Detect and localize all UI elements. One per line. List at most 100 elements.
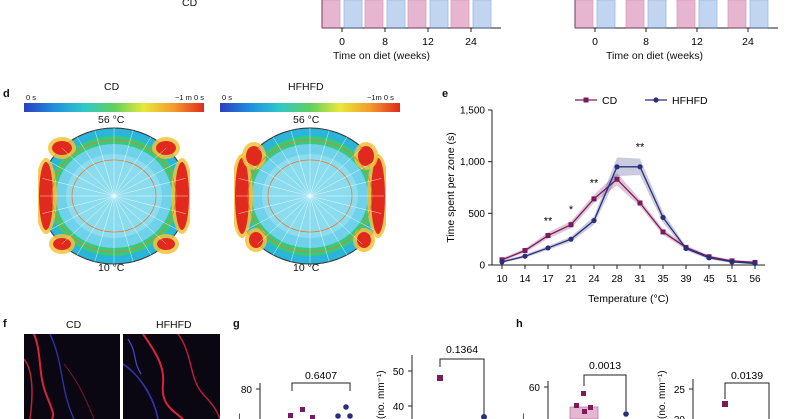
top-bar-hfhfd xyxy=(429,0,449,29)
map-cd-colorscale xyxy=(24,103,204,112)
e-xtick-label: 51 xyxy=(726,274,738,285)
e-data-point xyxy=(683,245,689,252)
heatmap-spoke xyxy=(309,195,348,256)
heatmap-spoke xyxy=(309,130,330,197)
e-data-point xyxy=(522,248,528,254)
heatmap-spoke xyxy=(272,136,311,197)
micrograph-cd xyxy=(24,334,120,419)
heatmap-spoke xyxy=(309,195,382,214)
map-cd-top-temp: 56 °C xyxy=(98,114,125,126)
heatmap-spoke xyxy=(290,195,311,262)
top-bar-hfhfd xyxy=(386,0,406,29)
top-left-xlabel: Time on diet (weeks) xyxy=(333,50,431,62)
g-right-ylabel: (no. mm⁻¹) xyxy=(376,370,387,419)
panel-d-label: d xyxy=(3,88,10,100)
top-bar-hfhfd xyxy=(472,0,492,29)
h-left-point xyxy=(623,411,629,417)
top-bar-hfhfd xyxy=(749,0,769,29)
map-hfhfd-top-temp: 56 °C xyxy=(293,114,320,126)
top-xtick-label: 12 xyxy=(691,36,703,48)
heatmap-spoke xyxy=(290,130,311,197)
heatmap-spoke xyxy=(113,136,152,197)
map-hfhfd-colorscale xyxy=(220,103,400,112)
e-data-point xyxy=(706,255,712,261)
e-error-band xyxy=(502,157,755,265)
heatmap-spoke xyxy=(49,195,115,231)
heatmap-spoke xyxy=(257,195,311,245)
top-bar-hfhfd xyxy=(596,0,616,29)
e-xtick-label: 45 xyxy=(703,274,715,285)
top-bar-hfhfd xyxy=(647,0,667,29)
e-xtick-label: 39 xyxy=(680,274,692,285)
h-right-pvalue: 0.0139 xyxy=(731,370,763,382)
heatmap-spoke xyxy=(245,161,311,197)
map-hfhfd-bottom-temp: 10 °C xyxy=(293,262,320,274)
micrograph-cd-title: CD xyxy=(66,319,82,331)
top-cd-label: CD xyxy=(182,0,198,9)
heatmap-spoke xyxy=(113,195,152,256)
panel-h-label: h xyxy=(516,318,523,330)
heatmap-spoke xyxy=(113,147,167,197)
heatmap-spoke xyxy=(113,178,186,197)
e-xtick-label: 28 xyxy=(611,274,623,285)
g-right-ytick-50: 50 xyxy=(393,367,405,378)
heatmap-spoke xyxy=(113,195,167,245)
heatmap-spoke xyxy=(309,178,382,197)
e-xtick-label: 24 xyxy=(588,274,600,285)
e-data-point xyxy=(614,164,620,170)
top-bar-hfhfd xyxy=(698,0,718,29)
micrograph-hfhfd xyxy=(123,334,220,419)
top-xtick-label: 12 xyxy=(422,36,434,48)
e-legend-label: HFHFD xyxy=(672,95,708,107)
e-legend-marker xyxy=(653,97,659,103)
top-right-xlabel: Time on diet (weeks) xyxy=(606,50,704,62)
heatmap-spoke xyxy=(113,195,179,231)
e-xtick-label: 21 xyxy=(565,274,577,285)
e-xtick-label: 14 xyxy=(519,274,531,285)
h-left-pvalue-bracket xyxy=(583,374,627,411)
e-xtick-label: 35 xyxy=(657,274,669,285)
e-legend: CD HFHFD xyxy=(575,95,708,107)
e-data-point xyxy=(568,222,574,228)
e-ytick-label: 1,500 xyxy=(460,106,485,117)
e-significance-marker: * xyxy=(569,204,574,216)
e-xtick-label: 17 xyxy=(542,274,554,285)
heatmap-spoke xyxy=(245,195,311,231)
heatmap-spoke xyxy=(238,195,311,214)
map-cd-scale-min: 0 s xyxy=(26,93,37,102)
heatmap-spoke xyxy=(76,195,115,256)
e-data-point xyxy=(752,260,758,267)
h-left-point xyxy=(588,405,593,410)
top-xtick-label: 0 xyxy=(592,36,598,48)
e-xtick-label: 56 xyxy=(749,274,761,285)
e-data-point xyxy=(545,233,551,239)
e-significance-marker: ** xyxy=(590,178,599,190)
top-xtick-label: 8 xyxy=(382,36,388,48)
e-xtick-label: 10 xyxy=(496,274,508,285)
panel-g-label: g xyxy=(233,318,240,330)
heatmap-spoke xyxy=(309,195,363,245)
panel-f-label: f xyxy=(3,318,7,330)
g-left-point xyxy=(310,415,315,419)
heatmap-spoke xyxy=(113,195,186,214)
map-cd-scale-max: ~1 m 0 s xyxy=(175,93,204,102)
e-legend-marker xyxy=(583,97,589,103)
top-bar-cd xyxy=(727,0,747,29)
g-right-pvalue: 0.1364 xyxy=(446,344,478,356)
e-ytick-label: 0 xyxy=(479,261,485,272)
top-bar-hfhfd xyxy=(343,0,363,29)
g-left-pvalue-bracket xyxy=(291,382,351,391)
map-cd-heatmap xyxy=(38,127,190,265)
e-legend-label: CD xyxy=(602,95,618,107)
g-left-point xyxy=(300,407,305,412)
e-data-point xyxy=(729,259,735,265)
heatmap-spoke xyxy=(94,130,115,197)
top-bar-cd xyxy=(676,0,696,29)
panel-e-label: e xyxy=(442,88,449,100)
micrograph-hfhfd-title: HFHFD xyxy=(156,319,192,331)
g-right-point xyxy=(481,414,487,419)
h-right-ytick-20: 20 xyxy=(674,415,686,419)
map-cd-title: CD xyxy=(104,81,120,93)
heatmap-spoke xyxy=(309,161,375,197)
map-cd-bottom-temp: 10 °C xyxy=(98,262,125,274)
